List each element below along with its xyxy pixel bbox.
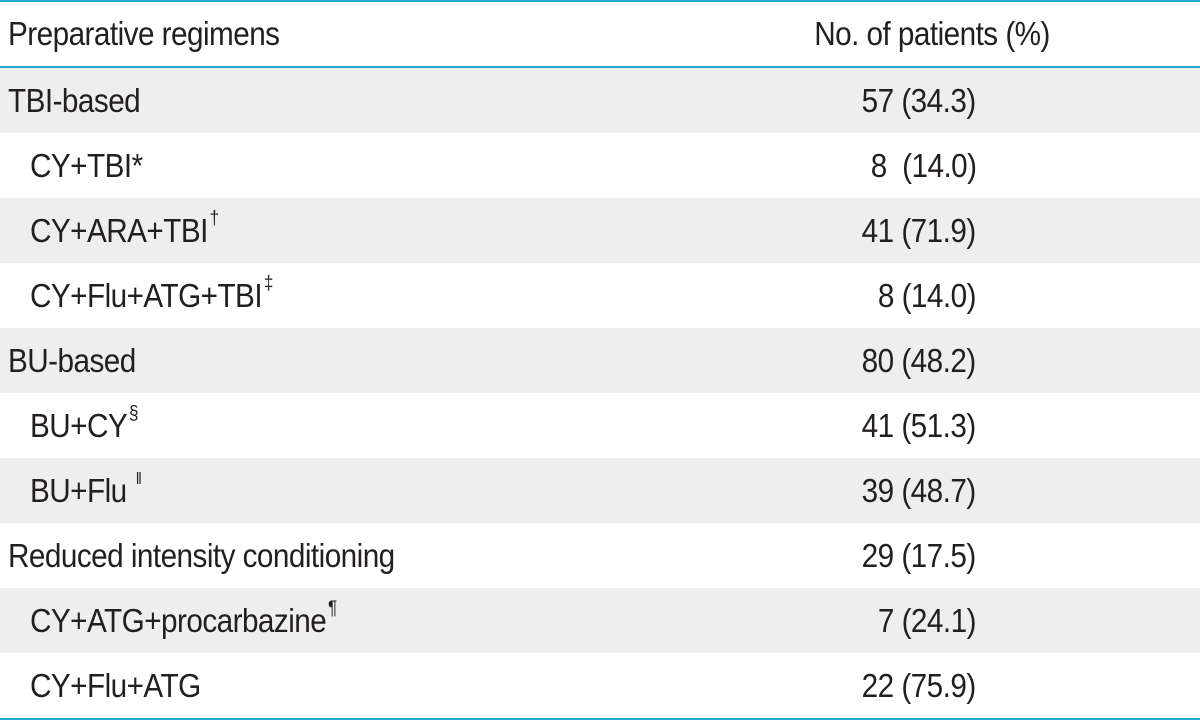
- row-label: CY+TBI*: [30, 146, 143, 184]
- row-value: 22 (75.9): [861, 666, 977, 704]
- row-value: 57 (34.3): [861, 81, 977, 119]
- footnote-mark-pilcrow: ¶: [328, 597, 337, 619]
- table-row-bu-flu: BU+Flu ǁ 39 (48.7): [0, 458, 1200, 523]
- row-label-group: CY+ATG+procarbazine ¶: [30, 588, 337, 653]
- table-header-row: Preparative regimens No. of patients (%): [0, 2, 1200, 68]
- table-row-reduced-intensity: Reduced intensity conditioning 29 (17.5): [0, 523, 1200, 588]
- row-value: 8 (14.0): [870, 146, 976, 184]
- row-value: 29 (17.5): [861, 536, 977, 574]
- row-label: CY+Flu+ATG: [30, 666, 201, 704]
- table-row-bu-based: BU-based 80 (48.2): [0, 328, 1200, 393]
- footnote-mark-parallel: ǁ: [135, 468, 142, 488]
- row-value: 41 (71.9): [861, 211, 977, 249]
- row-value: 80 (48.2): [861, 341, 977, 379]
- row-value: 7 (24.1): [877, 601, 977, 639]
- table-row-cy-ara-tbi: CY+ARA+TBI † 41 (71.9): [0, 198, 1200, 263]
- row-label: BU+CY: [30, 406, 128, 444]
- row-label-group: BU+CY §: [30, 393, 138, 458]
- table-row-cy-tbi: CY+TBI* 8 (14.0): [0, 133, 1200, 198]
- row-label: CY+Flu+ATG+TBI: [30, 276, 263, 314]
- row-value: 39 (48.7): [861, 471, 977, 509]
- row-label-group: CY+ARA+TBI †: [30, 198, 219, 263]
- footnote-mark-dagger: †: [209, 207, 220, 229]
- row-label: BU-based: [8, 341, 136, 379]
- table-top-rule: [0, 0, 1200, 2]
- row-label-group: BU+Flu ǁ: [30, 458, 142, 523]
- row-label: BU+Flu: [30, 471, 127, 509]
- table-row-bu-cy: BU+CY § 41 (51.3): [0, 393, 1200, 458]
- header-no-of-patients: No. of patients (%): [814, 15, 1050, 52]
- row-label: CY+ARA+TBI: [30, 211, 208, 249]
- row-label: CY+ATG+procarbazine: [30, 601, 327, 639]
- footnote-mark-double-dagger: ‡: [263, 272, 274, 294]
- row-value: 41 (51.3): [861, 406, 977, 444]
- row-label: Reduced intensity conditioning: [8, 536, 395, 574]
- table-row-cy-atg-procarbazine: CY+ATG+procarbazine ¶ 7 (24.1): [0, 588, 1200, 653]
- table-bottom-rule: [0, 718, 1200, 720]
- table-row-cy-flu-atg: CY+Flu+ATG 22 (75.9): [0, 653, 1200, 718]
- row-value: 8 (14.0): [877, 276, 977, 314]
- row-label-group: CY+Flu+ATG+TBI ‡: [30, 263, 273, 328]
- table-row-tbi-based: TBI-based 57 (34.3): [0, 68, 1200, 133]
- header-preparative-regimens: Preparative regimens: [8, 15, 280, 52]
- table-row-cy-flu-atg-tbi: CY+Flu+ATG+TBI ‡ 8 (14.0): [0, 263, 1200, 328]
- footnote-mark-section: §: [128, 402, 139, 424]
- row-label: TBI-based: [8, 81, 141, 119]
